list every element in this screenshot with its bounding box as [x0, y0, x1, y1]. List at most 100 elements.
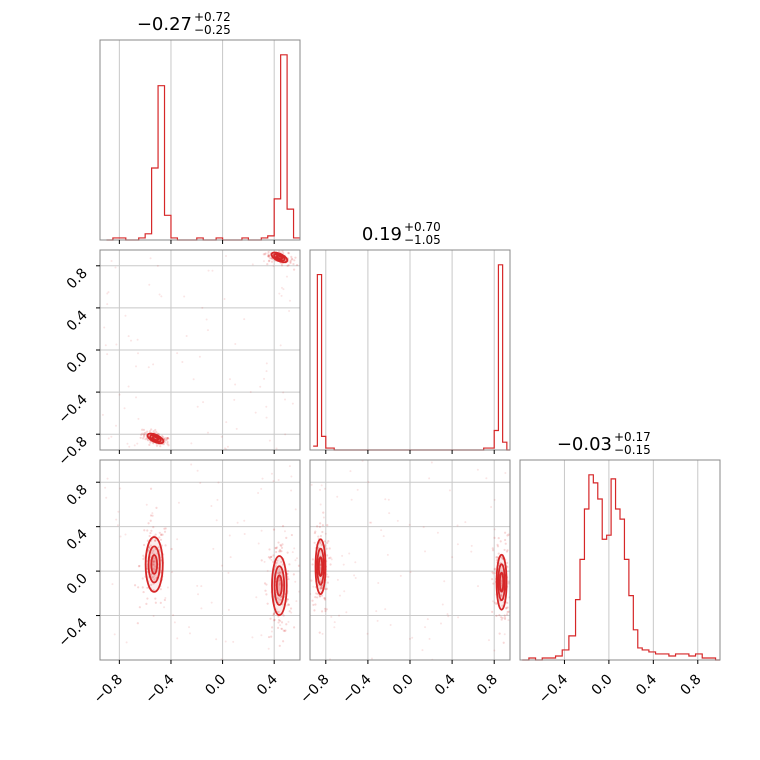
scatter-point: [319, 587, 322, 590]
scatter-point: [312, 585, 315, 588]
scatter-point: [272, 614, 275, 617]
scatter-point: [276, 597, 279, 600]
scatter-point: [323, 487, 326, 490]
scatter-point: [151, 514, 154, 517]
scatter-point: [162, 435, 165, 439]
scatter-point: [493, 601, 496, 604]
scatter-point: [288, 563, 291, 566]
scatter-point: [499, 593, 503, 596]
scatter-point: [135, 365, 138, 368]
scatter-point: [269, 555, 273, 559]
scatter-point: [375, 610, 378, 613]
scatter-point: [505, 606, 508, 609]
scatter-point: [142, 554, 145, 557]
scatter-point: [267, 254, 270, 257]
contour-level-2: [275, 254, 283, 260]
scatter-point: [294, 508, 297, 511]
scatter-point: [499, 616, 503, 619]
scatter-point: [326, 541, 329, 544]
scatter-point: [503, 617, 507, 621]
scatter-point: [464, 521, 467, 524]
scatter-point: [277, 621, 280, 624]
scatter-point: [260, 487, 263, 490]
scatter-point: [507, 619, 510, 622]
scatter-point: [149, 514, 153, 517]
scatter-point: [262, 260, 265, 263]
scatter-point: [278, 572, 281, 575]
scatter-point: [149, 544, 153, 547]
scatter-point: [251, 636, 254, 639]
scatter-point: [286, 604, 289, 607]
scatter-point: [324, 544, 327, 547]
contour-level-2: [275, 574, 283, 597]
scatter-point: [143, 434, 146, 437]
scatter-point: [366, 632, 369, 635]
scatter-point: [200, 607, 203, 610]
scatter-point: [457, 616, 460, 619]
scatter-point: [163, 598, 166, 602]
scatter-layer: [101, 244, 510, 660]
scatter-point: [367, 481, 370, 484]
scatter-point: [167, 444, 170, 447]
scatter-point: [311, 563, 314, 566]
scatter-point: [111, 583, 114, 586]
scatter-point: [210, 505, 213, 508]
hist-panel-2-frame: [519, 459, 721, 661]
scatter-point: [276, 626, 280, 629]
scatter-point: [279, 619, 282, 622]
scatter-point: [257, 244, 259, 246]
scatter-point: [267, 260, 271, 263]
scatter-point: [158, 536, 161, 539]
scatter-point: [123, 407, 126, 410]
scatter-point: [497, 536, 500, 540]
scatter-point: [127, 385, 130, 388]
scatter-point: [173, 621, 176, 624]
scatter-point: [268, 548, 271, 551]
scatter-point: [166, 437, 169, 440]
scatter-point: [278, 598, 281, 601]
contour-level-2: [317, 556, 324, 577]
scatter-point: [113, 633, 116, 636]
scatter-point: [320, 544, 323, 547]
scatter-point: [146, 438, 149, 441]
scatter-point: [227, 608, 230, 611]
scatter-point: [110, 435, 113, 438]
scatter-point: [152, 363, 155, 366]
scatter-point: [287, 252, 290, 255]
title-minus: −1.05: [404, 233, 441, 247]
scatter-point: [261, 477, 264, 480]
scatter-point: [280, 621, 284, 624]
scatter-point: [167, 437, 170, 440]
scatter-point: [321, 524, 325, 527]
scatter-point: [310, 483, 313, 486]
scatter-point: [151, 576, 154, 579]
scatter-point: [267, 255, 270, 258]
scatter-point: [279, 344, 282, 347]
scatter-point: [228, 378, 231, 381]
scatter-point: [233, 398, 236, 401]
scatter-point: [270, 626, 274, 629]
title-median: −0.03: [557, 434, 612, 455]
scatter-point: [265, 416, 268, 419]
scatter-point: [311, 558, 314, 561]
scatter-point: [268, 259, 271, 262]
scatter-point: [154, 565, 157, 568]
scatter-point: [507, 580, 510, 583]
scatter-point: [279, 624, 282, 627]
scatter-point: [106, 303, 109, 306]
histogram-layer: [106, 54, 720, 661]
scatter-point: [500, 618, 503, 621]
scatter-point: [234, 343, 237, 346]
scatter-point: [255, 596, 258, 599]
scatter-point: [152, 560, 155, 563]
title-median: −0.27: [137, 14, 192, 35]
x-tick-label: 0.4: [254, 671, 281, 698]
scatter-point: [117, 510, 120, 513]
scatter-point: [505, 607, 508, 610]
param-title-2: −0.03 +0.17−0.15: [557, 430, 651, 457]
scatter-point: [157, 546, 160, 549]
scatter-point: [399, 574, 402, 577]
scatter-point: [263, 377, 266, 380]
scatter-point: [495, 614, 498, 617]
scatter-point: [493, 498, 496, 501]
